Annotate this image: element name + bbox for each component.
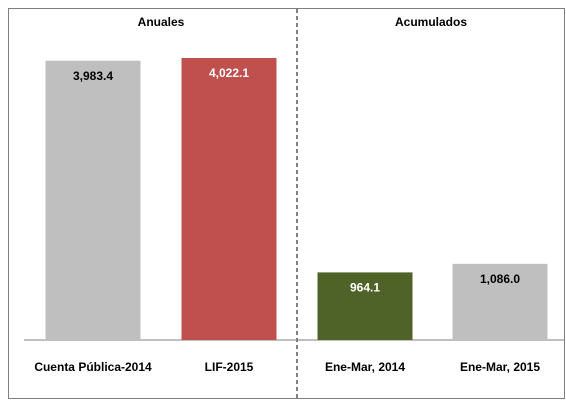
value-label: 4,022.1	[209, 66, 249, 80]
x-tick-label: LIF-2015	[205, 360, 254, 374]
bar	[317, 272, 413, 340]
x-tick-label: Ene-Mar, 2014	[325, 360, 405, 374]
group-label: Anuales	[138, 15, 185, 29]
value-label: 964.1	[350, 281, 380, 295]
bar	[181, 58, 277, 340]
bar	[452, 263, 548, 340]
value-label: 1,086.0	[480, 272, 520, 286]
x-tick-label: Cuenta Pública-2014	[34, 360, 152, 374]
group-label: Acumulados	[395, 15, 467, 29]
x-tick-label: Ene-Mar, 2015	[460, 360, 540, 374]
bar	[45, 60, 141, 341]
value-label: 3,983.4	[73, 69, 113, 83]
